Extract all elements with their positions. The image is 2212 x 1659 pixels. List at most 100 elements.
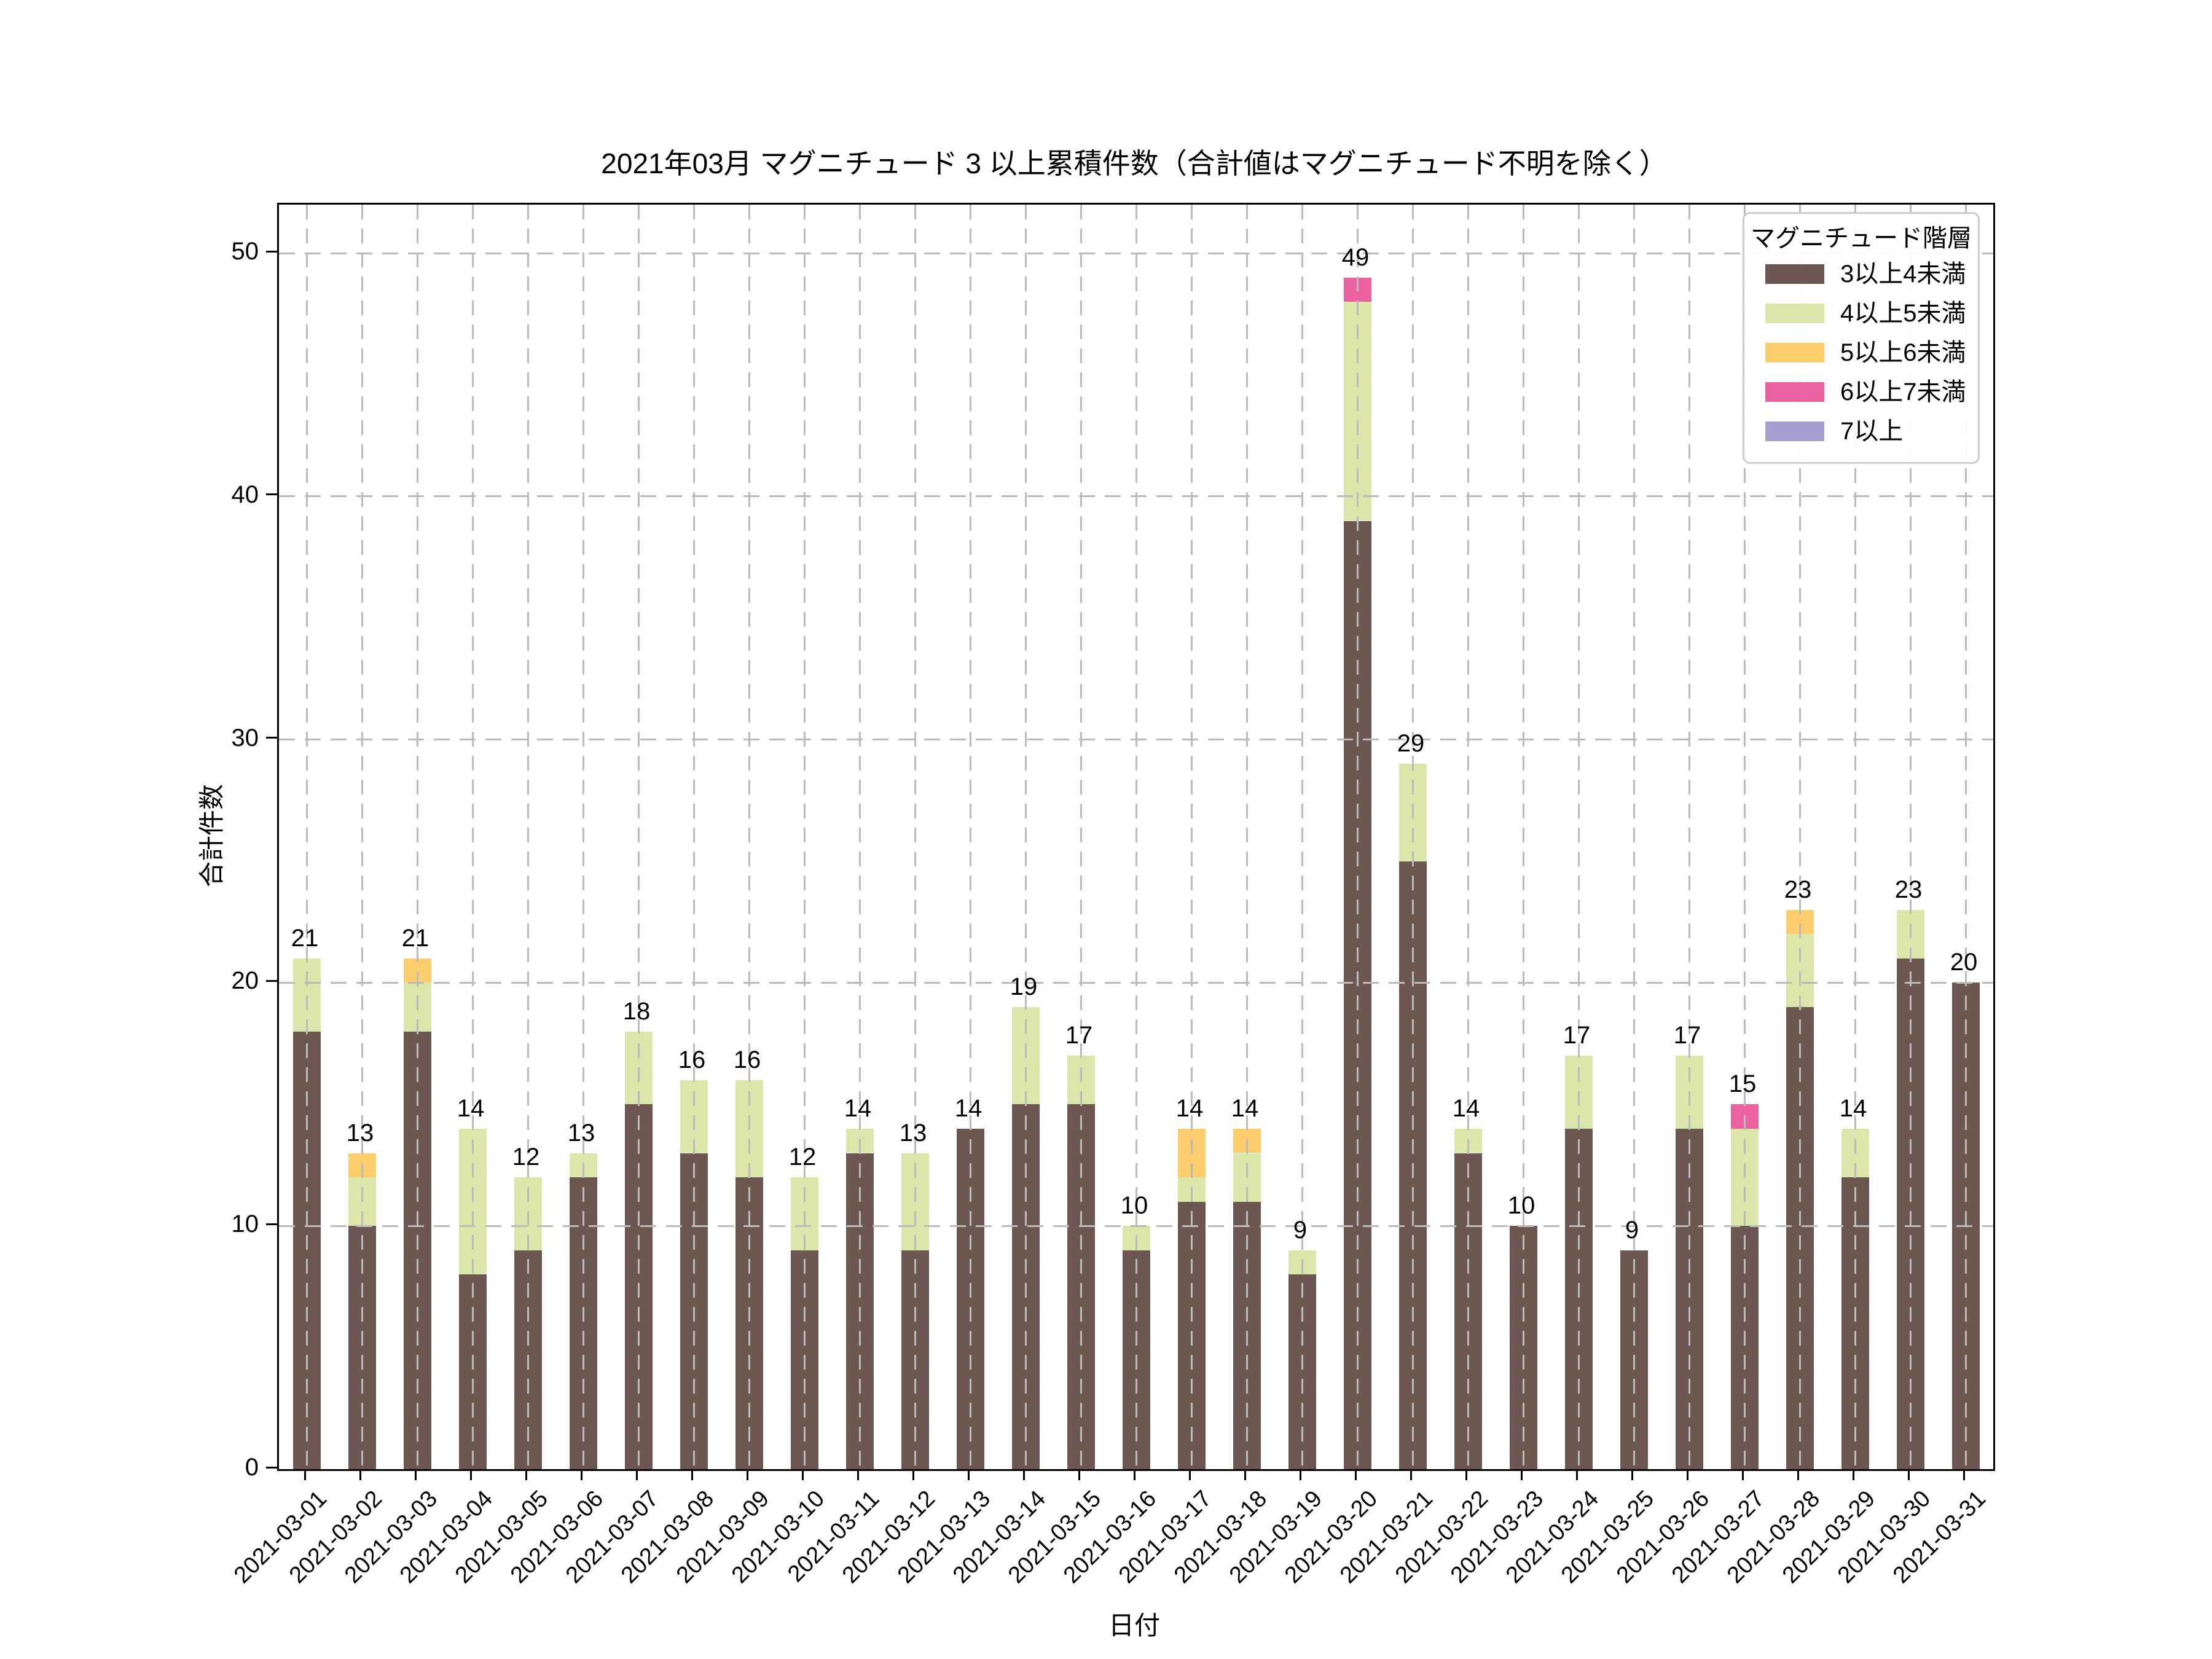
x-tick-mark-2021-03-26 [1686, 1469, 1688, 1480]
plot-area [277, 203, 1995, 1471]
y-tick-label-10: 10 [231, 1210, 259, 1238]
x-gridline-2021-03-23 [1522, 205, 1524, 1469]
bar-total-2021-03-01: 21 [291, 924, 319, 952]
bar-total-2021-03-22: 14 [1452, 1094, 1480, 1122]
x-gridline-2021-03-01 [305, 205, 308, 1469]
y-tick-label-50: 50 [231, 238, 259, 265]
x-tick-mark-2021-03-04 [469, 1469, 472, 1480]
legend-entry-4以上5未満: 4以上5未満 [1744, 294, 1978, 333]
bar-total-2021-03-26: 17 [1673, 1022, 1701, 1049]
bar-total-2021-03-05: 12 [512, 1143, 540, 1171]
x-axis-label: 日付 [1108, 1611, 1161, 1640]
x-tick-mark-2021-03-10 [801, 1469, 804, 1480]
legend-swatch-3以上4未満 [1765, 264, 1824, 284]
bar-total-2021-03-03: 21 [401, 924, 429, 952]
x-gridline-2021-03-06 [582, 205, 584, 1469]
y-tick-mark-40 [266, 493, 277, 496]
y-tick-mark-10 [266, 1223, 277, 1225]
legend-entry-6以上7未満: 6以上7未満 [1744, 372, 1978, 412]
legend-swatch-4以上5未満 [1765, 304, 1824, 323]
bar-total-2021-03-11: 14 [844, 1094, 872, 1122]
bar-total-2021-03-07: 18 [622, 997, 651, 1025]
x-tick-mark-2021-03-19 [1299, 1469, 1301, 1480]
x-gridline-2021-03-31 [1964, 205, 1967, 1469]
x-gridline-2021-03-17 [1190, 205, 1193, 1469]
x-tick-mark-2021-03-22 [1465, 1469, 1467, 1480]
x-gridline-2021-03-09 [748, 205, 750, 1469]
x-gridline-2021-03-03 [416, 205, 418, 1469]
bar-total-2021-03-06: 13 [567, 1119, 595, 1147]
x-gridline-2021-03-08 [692, 205, 695, 1469]
bar-total-2021-03-12: 13 [899, 1119, 927, 1147]
x-gridline-2021-03-20 [1356, 205, 1359, 1469]
bar-total-2021-03-20: 49 [1341, 243, 1370, 271]
x-gridline-2021-03-16 [1135, 205, 1137, 1469]
x-tick-mark-2021-03-27 [1741, 1469, 1744, 1480]
x-gridline-2021-03-27 [1743, 205, 1746, 1469]
x-tick-mark-2021-03-31 [1963, 1469, 1965, 1480]
legend-swatch-6以上7未満 [1765, 382, 1824, 402]
x-tick-mark-2021-03-16 [1133, 1469, 1135, 1480]
x-gridline-2021-03-21 [1411, 205, 1414, 1469]
bar-total-2021-03-10: 12 [788, 1143, 817, 1171]
legend-label-7以上: 7以上 [1840, 418, 1904, 445]
x-gridline-2021-03-07 [637, 205, 640, 1469]
y-tick-label-40: 40 [231, 480, 259, 508]
x-gridline-2021-03-22 [1467, 205, 1469, 1469]
bar-total-2021-03-18: 14 [1231, 1094, 1259, 1122]
x-tick-mark-2021-03-13 [967, 1469, 970, 1480]
x-gridline-2021-03-24 [1577, 205, 1580, 1469]
legend-label-6以上7未満: 6以上7未満 [1840, 378, 1966, 406]
legend: マグニチュード階層 3以上4未満 4以上5未満 5以上6未満 6以上7未満 7以上 [1743, 212, 1980, 464]
x-tick-mark-2021-03-21 [1410, 1469, 1412, 1480]
legend-entry-5以上6未満: 5以上6未満 [1744, 333, 1978, 372]
bar-total-2021-03-09: 16 [733, 1046, 761, 1073]
x-gridline-2021-03-25 [1633, 205, 1635, 1469]
legend-entry-7以上: 7以上 [1744, 412, 1978, 451]
y-tick-mark-30 [266, 737, 277, 739]
x-tick-mark-2021-03-09 [746, 1469, 748, 1480]
x-gridline-2021-03-18 [1245, 205, 1248, 1469]
x-tick-mark-2021-03-08 [691, 1469, 693, 1480]
x-tick-mark-2021-03-12 [912, 1469, 914, 1480]
y-tick-label-0: 0 [245, 1454, 259, 1481]
x-gridline-2021-03-11 [858, 205, 861, 1469]
x-tick-mark-2021-03-02 [359, 1469, 361, 1480]
bar-total-2021-03-23: 10 [1507, 1192, 1535, 1220]
x-gridline-2021-03-05 [527, 205, 529, 1469]
x-tick-mark-2021-03-24 [1575, 1469, 1578, 1480]
bar-total-2021-03-17: 14 [1175, 1094, 1204, 1122]
bar-total-2021-03-02: 13 [346, 1119, 374, 1147]
x-gridline-2021-03-10 [803, 205, 806, 1469]
x-tick-mark-2021-03-11 [857, 1469, 859, 1480]
x-tick-mark-2021-03-29 [1852, 1469, 1854, 1480]
legend-label-4以上5未満: 4以上5未満 [1840, 300, 1966, 327]
bar-total-2021-03-25: 9 [1625, 1216, 1639, 1244]
x-gridline-2021-03-14 [1024, 205, 1027, 1469]
y-tick-label-20: 20 [231, 967, 259, 995]
legend-swatch-7以上 [1765, 422, 1824, 441]
x-gridline-2021-03-12 [914, 205, 916, 1469]
x-tick-mark-2021-03-01 [304, 1469, 306, 1480]
bar-total-2021-03-13: 14 [954, 1094, 982, 1122]
y-tick-mark-50 [266, 250, 277, 253]
bar-total-2021-03-14: 19 [1010, 973, 1038, 1001]
bar-total-2021-03-04: 14 [457, 1094, 485, 1122]
legend-label-3以上4未満: 3以上4未満 [1840, 261, 1966, 288]
bar-total-2021-03-27: 15 [1728, 1070, 1757, 1098]
legend-swatch-5以上6未満 [1765, 343, 1824, 363]
bar-total-2021-03-16: 10 [1120, 1192, 1148, 1220]
x-tick-mark-2021-03-17 [1188, 1469, 1191, 1480]
x-tick-mark-2021-03-03 [414, 1469, 417, 1480]
bar-total-2021-03-08: 16 [678, 1046, 706, 1073]
x-gridline-2021-03-15 [1080, 205, 1082, 1469]
bar-total-2021-03-29: 14 [1839, 1094, 1867, 1122]
x-tick-mark-2021-03-15 [1078, 1469, 1080, 1480]
bar-total-2021-03-30: 23 [1894, 876, 1923, 903]
y-tick-mark-0 [266, 1466, 277, 1469]
legend-label-5以上6未満: 5以上6未満 [1840, 339, 1966, 366]
x-tick-mark-2021-03-28 [1797, 1469, 1799, 1480]
x-tick-mark-2021-03-07 [635, 1469, 638, 1480]
bar-total-2021-03-31: 20 [1950, 949, 1978, 976]
